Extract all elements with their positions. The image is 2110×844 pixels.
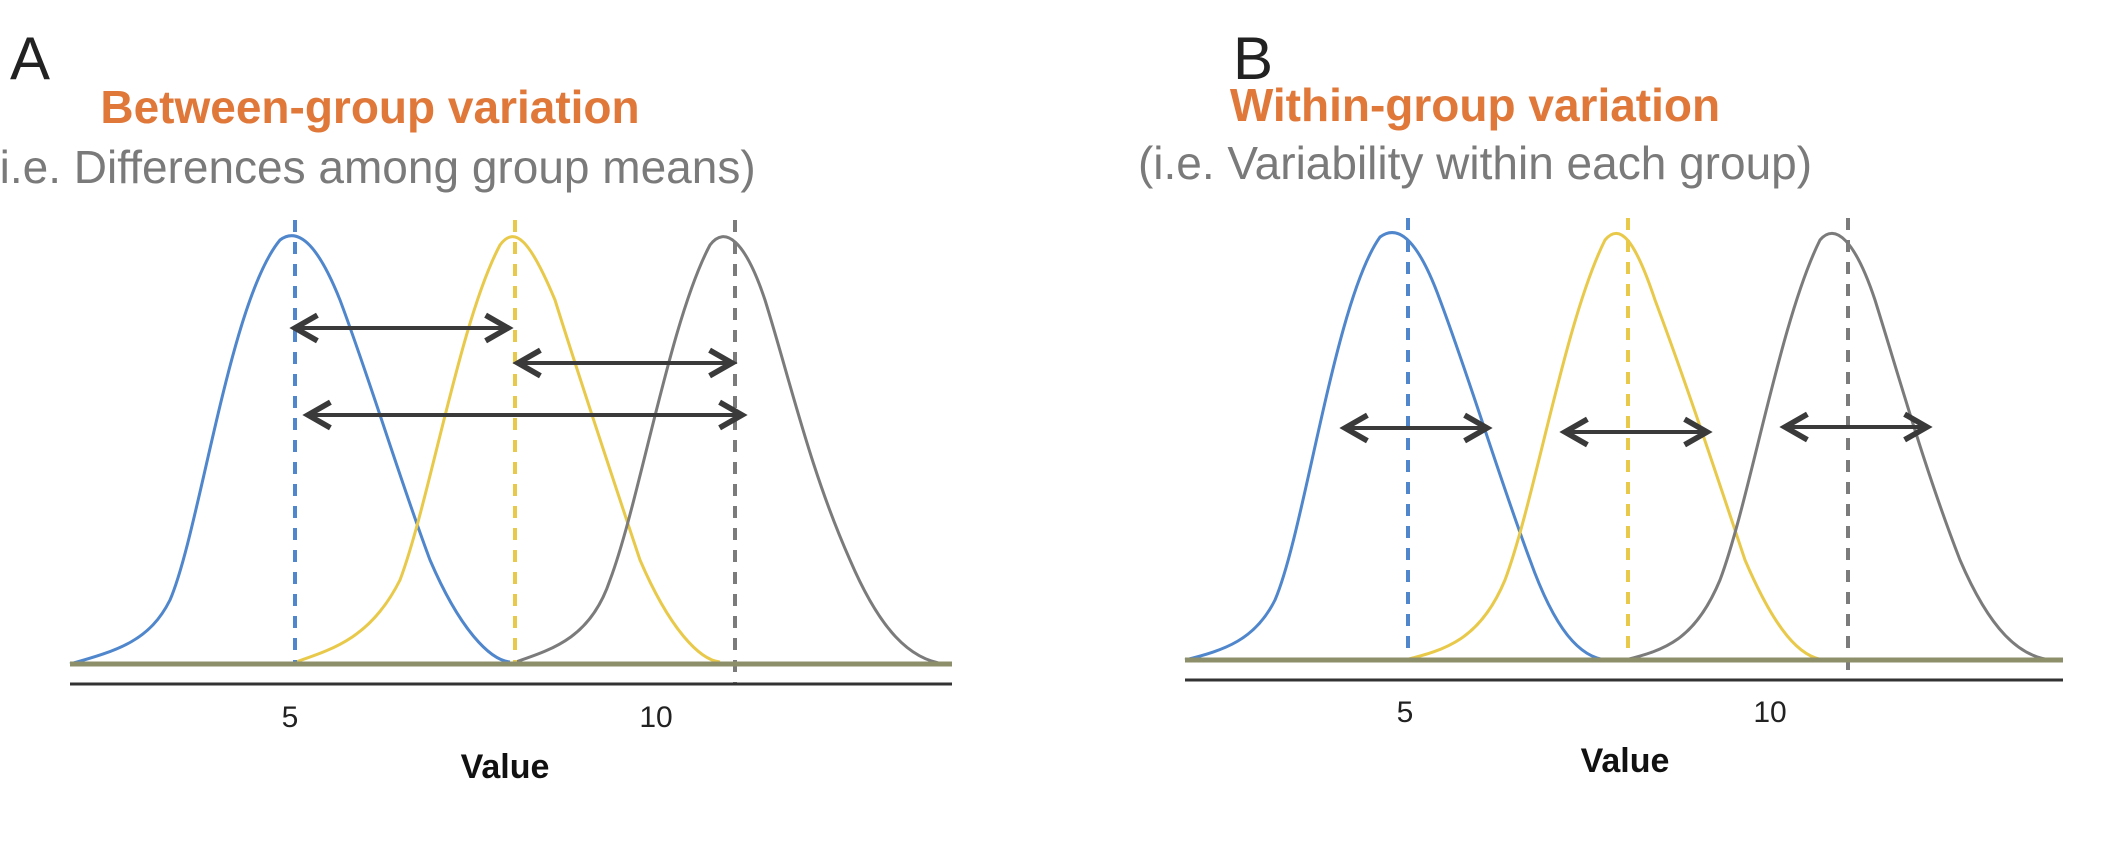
x-tick-label: 10 bbox=[1753, 696, 1786, 729]
panel-title: Within-group variation bbox=[1229, 79, 1721, 131]
density-curve-blue bbox=[1184, 231, 1608, 662]
panel-letter: B bbox=[1233, 25, 1274, 92]
x-tick-label: 10 bbox=[639, 701, 672, 734]
panel-subtitle: (i.e. Differences among group means) bbox=[0, 141, 756, 193]
x-tick-label: 5 bbox=[282, 701, 299, 734]
density-curve-gray bbox=[1624, 231, 2054, 662]
density-curve-blue bbox=[69, 234, 511, 666]
density-curve-gray bbox=[509, 235, 946, 666]
density-curve-yellow bbox=[289, 235, 721, 666]
panel-b: B Within-group variation (i.e. Variabili… bbox=[1055, 0, 2110, 844]
density-plot: 5 10 Value bbox=[1184, 218, 2063, 780]
panel-letter: A bbox=[10, 25, 51, 92]
density-curve-yellow bbox=[1404, 231, 1826, 662]
x-axis-label: Value bbox=[1581, 742, 1670, 780]
panel-subtitle: (i.e. Variability within each group) bbox=[1137, 137, 1813, 189]
x-tick-label: 5 bbox=[1397, 696, 1414, 729]
panel-title: Between-group variation bbox=[100, 81, 640, 133]
density-plot: 5 10 Value bbox=[69, 220, 952, 786]
panel-a: A Between-group variation (i.e. Differen… bbox=[0, 25, 952, 786]
x-axis-label: Value bbox=[461, 748, 550, 786]
